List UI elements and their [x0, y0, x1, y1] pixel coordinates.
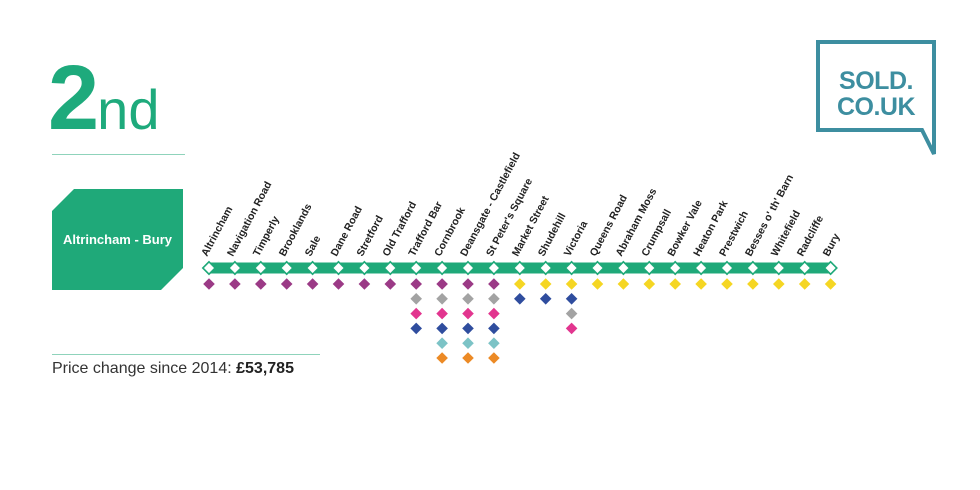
station-name: Sale	[303, 234, 324, 259]
connection-pink-marker	[488, 307, 500, 320]
station-stop-marker	[460, 260, 476, 276]
connection-blue-marker	[436, 322, 448, 335]
connection-teal-marker	[436, 337, 448, 349]
line-name-badge: Altrincham - Bury	[52, 189, 183, 290]
connection-purple-marker	[436, 278, 448, 290]
station-stop-marker	[408, 260, 424, 276]
connection-purple-marker	[280, 278, 293, 290]
connection-pink-marker	[565, 322, 578, 335]
connection-purple-marker	[203, 278, 215, 290]
logo-text: SOLD. CO.UK	[816, 68, 936, 120]
station: Victoria	[562, 219, 591, 335]
station-stop-marker	[564, 260, 579, 276]
connection-purple-marker	[255, 278, 267, 290]
connection-purple-marker	[332, 278, 345, 290]
connection-purple-marker	[229, 278, 241, 290]
connection-yellow-marker	[721, 278, 733, 290]
station-stop-marker	[305, 260, 320, 276]
station-stop-marker	[357, 260, 372, 276]
connection-teal-marker	[462, 337, 474, 349]
connection-yellow-marker	[643, 278, 656, 290]
price-change-label: Price change since 2014:	[52, 360, 232, 377]
connection-yellow-marker	[773, 278, 785, 290]
connection-purple-marker	[410, 278, 422, 290]
station-stop-marker	[227, 260, 243, 276]
connection-purple-marker	[306, 278, 319, 290]
line-name: Altrincham - Bury	[62, 232, 173, 247]
connection-pink-marker	[436, 307, 448, 320]
connection-grey-marker	[565, 307, 578, 320]
connection-yellow-marker	[539, 278, 552, 290]
connection-purple-marker	[488, 278, 500, 290]
logo-line-1: SOLD.	[839, 67, 913, 95]
station-stop-marker	[667, 260, 683, 276]
station: Shudehill	[536, 211, 569, 305]
station-name: Victoria	[562, 219, 591, 259]
station-stop-marker	[253, 260, 269, 276]
station-stop-marker	[693, 260, 709, 276]
rank-number: 2	[48, 47, 99, 149]
station-stop-marker	[616, 260, 631, 276]
logo-frame-icon	[816, 40, 936, 155]
connection-yellow-marker	[747, 278, 759, 290]
connection-yellow-marker	[617, 278, 630, 290]
connection-grey-marker	[462, 293, 474, 305]
station-stop-marker	[331, 260, 346, 276]
connection-yellow-marker	[695, 278, 707, 290]
station-stop-marker	[486, 260, 502, 276]
station-stop-marker	[512, 260, 528, 276]
station-stop-marker	[745, 260, 761, 276]
connection-purple-marker	[462, 278, 474, 290]
connection-blue-marker	[462, 322, 474, 335]
station: Cornbrook	[432, 205, 468, 364]
rank-divider	[52, 154, 185, 155]
station-name: Bury	[821, 232, 843, 259]
connection-grey-marker	[410, 293, 422, 305]
connection-grey-marker	[488, 293, 500, 305]
connection-orange-marker	[462, 352, 474, 364]
station-stop-marker	[797, 260, 813, 276]
station-stop-marker	[201, 260, 217, 276]
connection-yellow-marker	[514, 278, 526, 290]
connection-grey-marker	[436, 293, 448, 305]
connection-blue-marker	[488, 322, 500, 335]
station-stop-marker	[641, 260, 657, 276]
station-stop-marker	[719, 260, 735, 276]
connection-blue-marker	[539, 293, 552, 305]
logo-line-2: CO.UK	[836, 93, 916, 121]
connection-pink-marker	[462, 307, 474, 320]
station: Sale	[303, 234, 324, 290]
station-stop-marker	[382, 260, 398, 276]
station-stop-marker	[538, 260, 554, 276]
station-stop-marker	[590, 260, 605, 276]
connection-orange-marker	[488, 352, 500, 364]
connection-purple-marker	[384, 278, 397, 290]
station-stop-marker	[823, 260, 838, 276]
price-change-value: £53,785	[236, 360, 294, 377]
sold-logo: SOLD. CO.UK	[816, 40, 936, 156]
station-stop-marker	[771, 260, 787, 276]
connection-teal-marker	[488, 337, 500, 349]
connection-yellow-marker	[565, 278, 578, 290]
connection-yellow-marker	[824, 278, 837, 290]
connection-blue-marker	[565, 293, 578, 305]
station-stop-marker	[279, 260, 295, 276]
connection-purple-marker	[358, 278, 371, 290]
connection-yellow-marker	[669, 278, 681, 290]
connection-yellow-marker	[798, 278, 811, 290]
rank-heading: 2nd	[48, 52, 159, 144]
connection-pink-marker	[410, 307, 422, 320]
station-stop-marker	[434, 260, 450, 276]
connection-yellow-marker	[591, 278, 604, 290]
price-divider	[52, 354, 320, 355]
station: Bury	[821, 232, 843, 290]
connection-blue-marker	[514, 293, 526, 305]
connection-orange-marker	[436, 352, 448, 364]
price-change: Price change since 2014: £53,785	[52, 360, 294, 378]
rank-suffix: nd	[97, 78, 160, 141]
connection-blue-marker	[410, 322, 422, 335]
